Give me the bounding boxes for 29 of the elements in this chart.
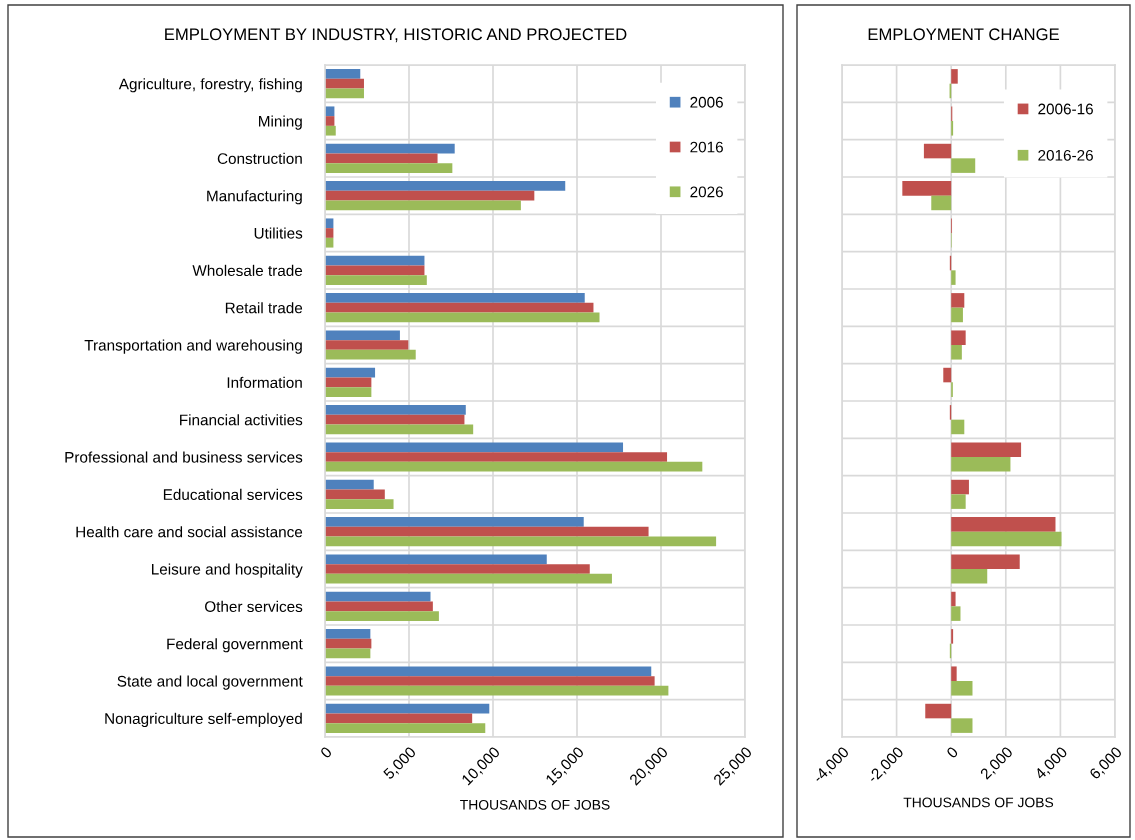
x-axis-title: THOUSANDS OF JOBS bbox=[460, 799, 610, 810]
y-tick-label: Agriculture, forestry, fishing bbox=[118, 78, 302, 93]
y-tick-label: Financial activities bbox=[180, 414, 303, 426]
y-tick-label: Retail trade bbox=[225, 302, 303, 314]
y-tick-label: Federal government bbox=[167, 638, 303, 653]
chart-title: EMPLOYMENT CHANGE bbox=[868, 28, 1059, 41]
y-tick-label: Construction bbox=[217, 152, 302, 165]
legend-label: 2006 bbox=[690, 96, 723, 108]
y-tick-label: Transportation and warehousing bbox=[84, 339, 302, 354]
legend-label: 2016 bbox=[690, 141, 723, 153]
y-tick-label: Utilities bbox=[254, 227, 303, 239]
y-tick-label: Wholesale trade bbox=[192, 264, 303, 277]
y-tick-label: Professional and business services bbox=[65, 451, 303, 463]
y-tick-label: State and local government bbox=[117, 675, 303, 690]
x-tick-label: 0 bbox=[319, 746, 333, 759]
y-tick-label: Leisure and hospitality bbox=[152, 563, 303, 578]
legend-label: 2006-16 bbox=[1038, 103, 1093, 115]
legend-label: 2016-26 bbox=[1038, 149, 1093, 161]
x-tick-label: 0 bbox=[945, 746, 959, 759]
y-tick-label: Educational services bbox=[163, 488, 303, 501]
y-tick-label: Mining bbox=[259, 115, 302, 130]
chart-title: EMPLOYMENT BY INDUSTRY, HISTORIC AND PROJECTED bbox=[165, 28, 627, 43]
y-tick-label: Health care and social assistance bbox=[76, 526, 303, 538]
y-tick-label: Manufacturing bbox=[207, 190, 302, 205]
y-tick-label: Other services bbox=[205, 600, 303, 613]
y-tick-label: Nonagriculture self-employed bbox=[105, 712, 302, 728]
legend-label: 2026 bbox=[690, 186, 723, 198]
y-tick-label: Information bbox=[227, 376, 302, 389]
x-axis-title: THOUSANDS OF JOBS bbox=[903, 797, 1054, 808]
